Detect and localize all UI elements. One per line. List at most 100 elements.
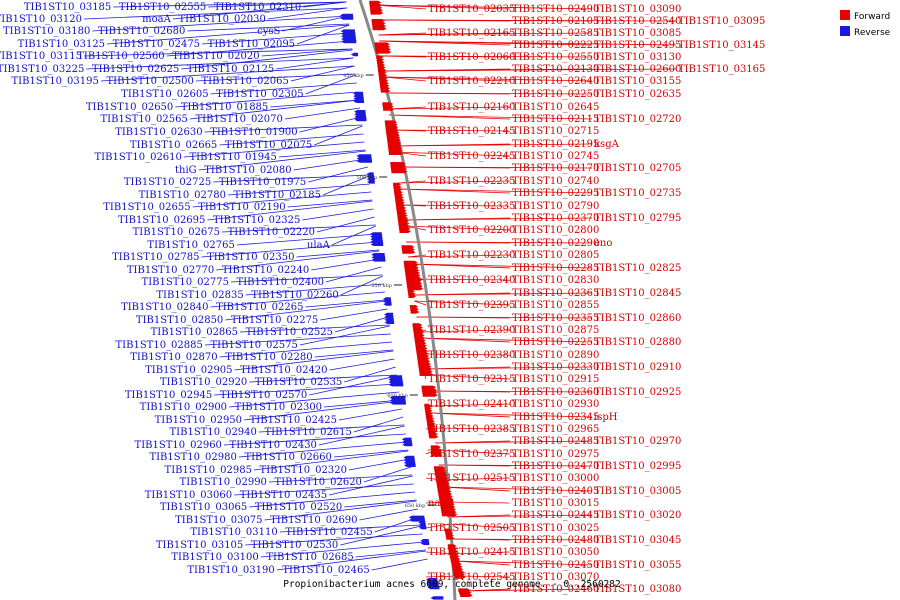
forward-gene-arrow xyxy=(376,58,385,62)
forward-gene-label: TIB1ST10_03000 xyxy=(512,473,599,484)
reverse-gene-label: TIB1ST10_02305 xyxy=(216,89,303,100)
forward-gene-arrow xyxy=(371,21,386,25)
reverse-gene-link xyxy=(308,166,368,183)
reverse-legend-label: Reverse xyxy=(854,28,891,38)
reverse-gene-arrow xyxy=(420,539,429,543)
reverse-gene-arrow xyxy=(353,99,365,103)
reverse-gene-link xyxy=(261,48,353,57)
reverse-gene-arrow xyxy=(353,97,364,101)
forward-gene-label: TIB1ST10_02880 xyxy=(594,337,681,348)
forward-gene-arrow xyxy=(406,284,423,288)
forward-gene-label: TIB1ST10_02295 xyxy=(512,188,599,199)
reverse-gene-label: TIB1ST10_02960 xyxy=(135,440,222,451)
forward-gene-arrow xyxy=(379,81,389,85)
forward-gene-arrow xyxy=(440,505,456,509)
forward-gene-link xyxy=(427,390,593,393)
forward-gene-label: TIB1ST10_02915 xyxy=(512,374,599,385)
reverse-gene-label: TIB1ST10_02430 xyxy=(230,440,317,451)
forward-gene-link xyxy=(403,225,511,231)
reverse-gene-label: TIB1ST10_02185 xyxy=(234,190,321,201)
forward-gene-label: TIB1ST10_02800 xyxy=(512,225,599,236)
reverse-gene-arrow xyxy=(425,578,438,582)
reverse-gene-arrow xyxy=(388,380,403,384)
reverse-gene-link xyxy=(334,316,389,333)
forward-gene-link xyxy=(424,374,511,380)
forward-gene-arrow xyxy=(406,281,423,285)
reverse-gene-link xyxy=(198,150,366,171)
reverse-gene-link xyxy=(329,358,395,371)
forward-gene-arrow xyxy=(397,216,409,220)
forward-gene-arrow xyxy=(369,6,383,10)
reverse-gene-arrow xyxy=(370,242,384,246)
reverse-gene-link xyxy=(213,174,369,183)
forward-gene-arrow xyxy=(421,385,437,389)
reverse-gene-link xyxy=(234,483,414,496)
reverse-gene-label: TIB1ST10_02530 xyxy=(251,540,338,551)
reverse-gene-label: TIB1ST10_02125 xyxy=(187,64,274,75)
forward-gene-arrow xyxy=(378,71,387,75)
forward-gene-arrow xyxy=(385,123,398,127)
forward-gene-arrow xyxy=(415,346,428,350)
forward-gene-label: TIB1ST10_02365 xyxy=(512,288,599,299)
forward-gene-arrow xyxy=(424,403,432,408)
forward-gene-arrow xyxy=(408,292,416,296)
forward-gene-arrow xyxy=(375,50,392,54)
reverse-gene-link xyxy=(355,549,426,558)
reverse-gene-link xyxy=(344,366,396,383)
forward-gene-arrow xyxy=(417,359,431,363)
forward-gene-arrow xyxy=(434,471,448,475)
forward-gene-label: TIB1ST10_02965 xyxy=(512,424,599,435)
reverse-gene-label: TIB1ST10_02650 xyxy=(86,102,173,113)
forward-gene-label: TIB1ST10_03080 xyxy=(594,584,681,595)
forward-gene-arrow xyxy=(393,188,403,192)
reverse-gene-label: TIB1ST10_02220 xyxy=(228,227,315,238)
forward-gene-link xyxy=(405,241,593,244)
reverse-gene-link xyxy=(296,249,380,258)
reverse-gene-label: TIB1ST10_02425 xyxy=(250,415,337,426)
forward-gene-label: TIB1ST10_02445 xyxy=(512,510,599,521)
forward-gene-arrow xyxy=(453,572,465,577)
forward-gene-link xyxy=(418,329,511,333)
forward-gene-arrow xyxy=(383,107,395,111)
forward-gene-label: TIB1ST10_02860 xyxy=(594,313,681,324)
forward-gene-arrow xyxy=(458,588,471,592)
forward-gene-label: TIB1ST10_03045 xyxy=(594,535,681,546)
reverse-gene-label: TIB1ST10_02275 xyxy=(231,315,318,326)
reverse-gene-link xyxy=(348,458,410,471)
forward-gene-arrow xyxy=(369,3,382,7)
forward-gene-arrow xyxy=(408,294,417,298)
reverse-gene-link xyxy=(270,99,360,108)
reverse-gene-label: TIB1ST10_02080 xyxy=(204,165,291,176)
reverse-gene-label: TIB1ST10_03185 xyxy=(24,2,111,13)
forward-gene-arrow xyxy=(453,570,465,574)
forward-gene-label: TIB1ST10_03025 xyxy=(512,523,599,534)
forward-gene-label: TIB1ST10_02415 xyxy=(428,547,515,558)
reverse-gene-label: TIB1ST10_02030 xyxy=(178,14,265,25)
reverse-gene-label: cysS xyxy=(257,26,280,37)
forward-gene-arrow xyxy=(419,370,433,374)
forward-gene-arrow xyxy=(425,411,434,415)
forward-gene-arrow xyxy=(401,245,415,249)
reverse-gene-arrow xyxy=(390,401,406,405)
forward-gene-arrow xyxy=(425,414,434,418)
reverse-gene-link xyxy=(227,183,371,196)
forward-gene-arrow xyxy=(386,133,400,137)
forward-gene-arrow xyxy=(394,195,404,200)
reverse-gene-link xyxy=(225,300,387,321)
reverse-gene-arrow xyxy=(340,16,354,20)
forward-gene-arrow xyxy=(377,63,386,67)
forward-gene-link xyxy=(408,254,511,258)
reverse-gene-label: TIB1ST10_02625 xyxy=(92,64,179,75)
reverse-gene-link xyxy=(172,1,347,20)
forward-gene-label: TIB1ST10_02890 xyxy=(512,350,599,361)
forward-gene-arrow xyxy=(405,273,421,278)
reverse-gene-arrow xyxy=(418,526,427,530)
forward-gene-label: TIB1ST10_02995 xyxy=(594,461,681,472)
forward-gene-link xyxy=(448,523,511,529)
forward-gene-link xyxy=(419,337,593,343)
reverse-gene-arrow xyxy=(341,34,356,38)
reverse-gene-link xyxy=(278,149,366,158)
reverse-gene-arrow xyxy=(409,518,425,522)
reverse-gene-arrow xyxy=(389,398,406,402)
reverse-gene-arrow xyxy=(402,442,413,447)
